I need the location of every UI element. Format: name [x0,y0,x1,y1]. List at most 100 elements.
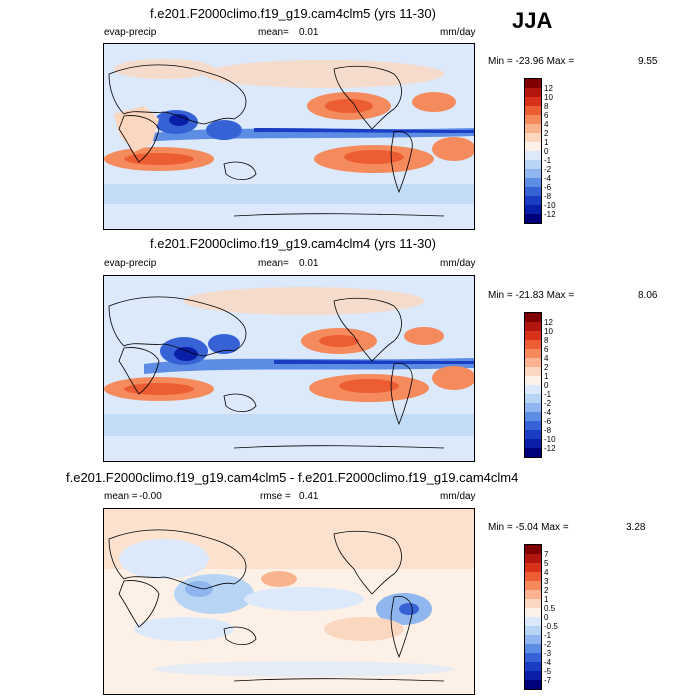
panel1-tick: 2 [544,129,549,138]
colorbar-bin [525,644,541,653]
colorbar-bin [525,88,541,97]
panel3-rmse-label: rmse = [260,491,291,502]
panel1-min-max-label: Min = -23.96 Max = [488,56,575,67]
colorbar-bin [525,403,541,412]
panel1-variable-label: evap-precip [104,27,157,38]
panel2-tick: 8 [544,336,549,345]
panel2-tick: -12 [544,444,556,453]
panel1-tick: 6 [544,111,549,120]
panel2-min-max-label: Min = -21.83 Max = [488,290,575,301]
panel3-tick: -5 [544,667,552,676]
colorbar-bin [525,205,541,214]
panel2-tick: 10 [544,327,553,336]
panel3-tick: 7 [544,550,549,559]
season-label: JJA [512,8,553,33]
panel2-max-value: 8.06 [638,290,658,301]
panel3-title: f.e201.F2000climo.f19_g19.cam4clm5 - f.e… [66,470,519,485]
panel1-tick: -12 [544,210,556,219]
colorbar-bin [525,448,541,457]
colorbar-bin [525,367,541,376]
panel1-tick: 10 [544,93,553,102]
panel2-tick: 6 [544,345,549,354]
panel3-map [103,508,475,695]
colorbar-bin [525,430,541,439]
panel1-units: mm/day [440,27,476,38]
colorbar-bin [525,142,541,151]
panel3-tick: -2 [544,640,552,649]
colorbar-bin [525,412,541,421]
colorbar-bin [525,214,541,223]
colorbar-bin [525,340,541,349]
colorbar-bin [525,554,541,563]
panel2-mean-label: mean= [258,258,289,269]
colorbar-bin [525,385,541,394]
panel1-max-value: 9.55 [638,56,658,67]
colorbar-bin [525,133,541,142]
colorbar-bin [525,196,541,205]
colorbar-bin [525,599,541,608]
panel3-mean-label: mean = [104,491,138,502]
panel1-tick: -6 [544,183,552,192]
panel2-tick: -1 [544,390,552,399]
panel2-tick: 12 [544,318,553,327]
colorbar-bin [525,680,541,689]
panel3-tick: -3 [544,649,552,658]
panel1-tick: 1 [544,138,549,147]
panel3-mean-value: -0.00 [139,491,162,502]
colorbar-bin [525,115,541,124]
panel2-colorbar [524,312,542,458]
colorbar-bin [525,79,541,88]
panel1-tick: 8 [544,102,549,111]
panel1-mean-value: 0.01 [299,27,319,38]
panel3-tick: 4 [544,568,549,577]
panel2-mean-value: 0.01 [299,258,319,269]
panel3-min-max-label: Min = -5.04 Max = [488,522,569,533]
panel1-map [103,43,475,230]
panel2-tick: -10 [544,435,556,444]
panel2-tick: -8 [544,426,552,435]
panel3-tick: 3 [544,577,549,586]
colorbar-bin [525,151,541,160]
panel1-mean-label: mean= [258,27,289,38]
panel2-tick: -6 [544,417,552,426]
panel1-tick: -8 [544,192,552,201]
colorbar-bin [525,617,541,626]
colorbar-bin [525,581,541,590]
panel1-tick: 4 [544,120,549,129]
colorbar-bin [525,608,541,617]
colorbar-bin [525,160,541,169]
colorbar-bin [525,97,541,106]
panel1-tick: -2 [544,165,552,174]
panel2-units: mm/day [440,258,476,269]
panel3-units: mm/day [440,491,476,502]
panel3-colorbar [524,544,542,690]
colorbar-bin [525,322,541,331]
colorbar-bin [525,331,541,340]
panel3-tick: 0.5 [544,604,556,613]
colorbar-bin [525,376,541,385]
panel2-tick: -2 [544,399,552,408]
colorbar-bin [525,106,541,115]
colorbar-bin [525,439,541,448]
panel3-tick: -4 [544,658,552,667]
panel2-variable-label: evap-precip [104,258,157,269]
colorbar-bin [525,178,541,187]
panel3-tick: 0 [544,613,549,622]
panel3-tick: 2 [544,586,549,595]
panel3-max-value: 3.28 [626,522,646,533]
colorbar-bin [525,590,541,599]
panel2-map [103,275,475,462]
panel3-tick: -0.5 [544,622,558,631]
colorbar-bin [525,124,541,133]
colorbar-bin [525,626,541,635]
panel1-colorbar [524,78,542,224]
panel3-tick: 5 [544,559,549,568]
panel3-tick: -1 [544,631,552,640]
panel3-tick: -7 [544,676,552,685]
colorbar-bin [525,358,541,367]
colorbar-bin [525,545,541,554]
panel1-tick: 0 [544,147,549,156]
panel1-tick: 12 [544,84,553,93]
colorbar-bin [525,421,541,430]
panel3-tick: 1 [544,595,549,604]
